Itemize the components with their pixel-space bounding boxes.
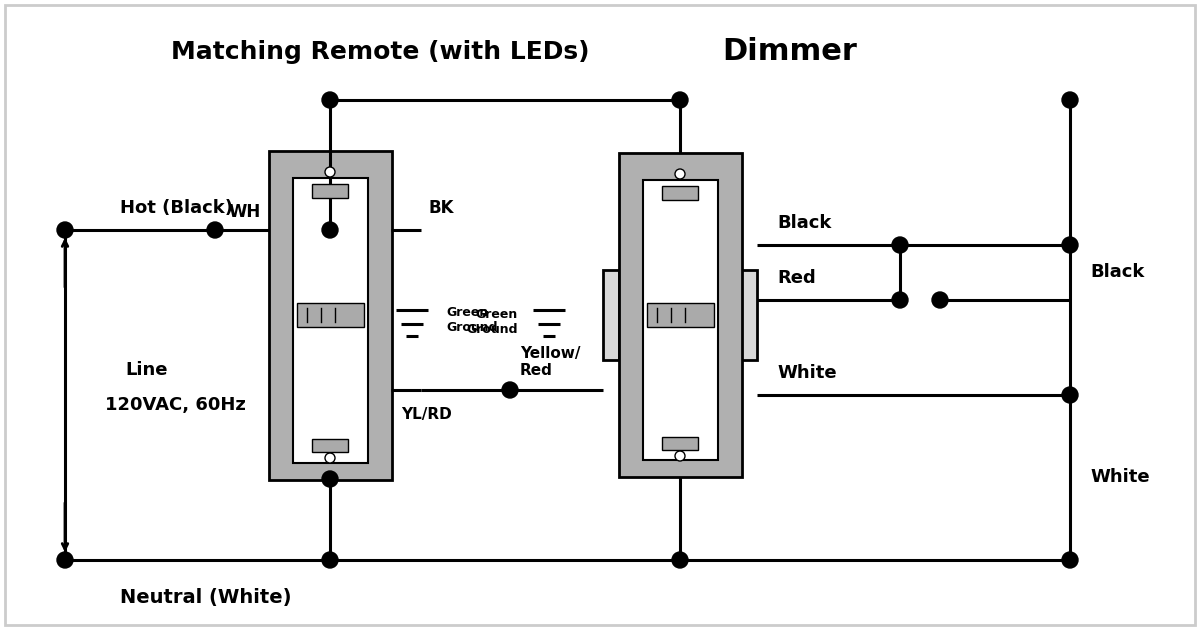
Circle shape <box>502 382 518 398</box>
Bar <box>647 303 714 327</box>
Circle shape <box>674 169 685 179</box>
Bar <box>662 437 698 450</box>
Bar <box>604 270 619 360</box>
Text: WH: WH <box>229 203 262 221</box>
Circle shape <box>322 471 338 487</box>
Circle shape <box>325 167 335 177</box>
Text: Yellow/
Red: Yellow/ Red <box>520 346 581 378</box>
Circle shape <box>932 292 948 308</box>
Circle shape <box>1062 552 1078 568</box>
Circle shape <box>672 92 688 108</box>
Bar <box>312 439 348 452</box>
Text: Matching Remote (with LEDs): Matching Remote (with LEDs) <box>170 40 589 64</box>
Bar <box>293 178 368 463</box>
Circle shape <box>58 222 73 238</box>
Text: Black: Black <box>778 214 832 232</box>
Circle shape <box>1062 237 1078 253</box>
Text: Hot (Black): Hot (Black) <box>120 199 233 217</box>
Bar <box>298 303 364 327</box>
Text: Red: Red <box>778 269 816 287</box>
Bar <box>742 270 757 360</box>
Text: 120VAC, 60Hz: 120VAC, 60Hz <box>106 396 246 414</box>
Circle shape <box>322 92 338 108</box>
Text: White: White <box>778 364 836 382</box>
Bar <box>269 151 392 480</box>
Circle shape <box>892 292 908 308</box>
Text: YL/RD: YL/RD <box>401 408 451 423</box>
Circle shape <box>322 552 338 568</box>
Text: Line: Line <box>125 361 168 379</box>
Text: Neutral (White): Neutral (White) <box>120 588 292 607</box>
Text: Black: Black <box>1090 263 1145 281</box>
Circle shape <box>58 552 73 568</box>
Text: BK: BK <box>430 199 455 217</box>
Bar <box>662 186 698 200</box>
Text: Dimmer: Dimmer <box>722 38 858 67</box>
Circle shape <box>672 552 688 568</box>
Bar <box>643 180 718 460</box>
Circle shape <box>322 222 338 238</box>
Bar <box>619 153 742 477</box>
Bar <box>312 184 348 198</box>
Circle shape <box>674 451 685 461</box>
Circle shape <box>208 222 223 238</box>
Text: White: White <box>1090 468 1150 486</box>
Circle shape <box>325 453 335 463</box>
Circle shape <box>1062 92 1078 108</box>
Text: Green
Ground: Green Ground <box>467 308 518 336</box>
Circle shape <box>892 237 908 253</box>
Circle shape <box>1062 387 1078 403</box>
Text: Green
Ground: Green Ground <box>446 306 498 334</box>
